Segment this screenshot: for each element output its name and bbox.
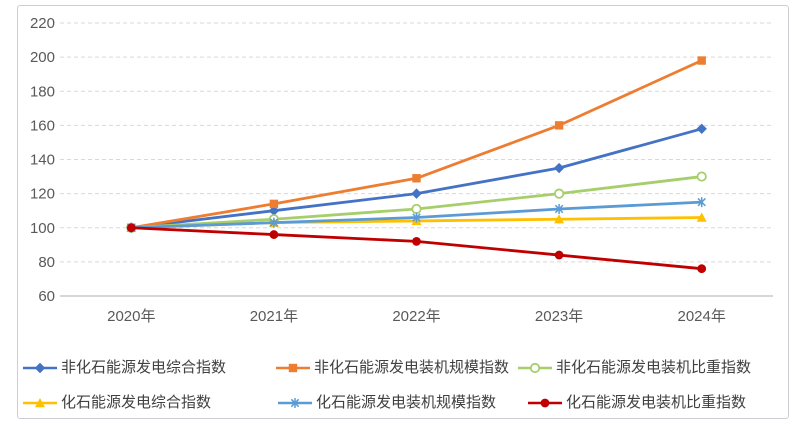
y-tick-label: 160 bbox=[30, 117, 55, 134]
legend-item: 化石能源发电装机比重指数 bbox=[527, 393, 746, 413]
triangle-marker bbox=[35, 398, 45, 408]
legend-marker-icon bbox=[23, 362, 57, 374]
square-marker bbox=[288, 363, 298, 373]
y-tick-label: 200 bbox=[30, 49, 55, 66]
diamond-marker bbox=[411, 188, 422, 199]
legend-item: 化石能源发电综合指数 bbox=[22, 393, 211, 413]
asterisk-marker bbox=[554, 204, 564, 214]
y-tick-label: 60 bbox=[38, 288, 55, 305]
legend-item: 化石能源发电装机规模指数 bbox=[277, 393, 496, 413]
legend-marker-icon bbox=[276, 363, 310, 373]
square-marker bbox=[412, 174, 421, 183]
legend-label: 化石能源发电装机比重指数 bbox=[566, 394, 747, 411]
legend-marker-icon bbox=[278, 398, 312, 408]
y-tick-label: 220 bbox=[30, 15, 55, 32]
x-tick-label: 2023年 bbox=[535, 308, 583, 325]
y-tick-label: 180 bbox=[30, 83, 55, 100]
x-tick-label: 2020年 bbox=[107, 308, 155, 325]
circle-marker bbox=[412, 237, 421, 246]
legend-label: 非化石能源发电装机比重指数 bbox=[556, 359, 752, 376]
legend-item: 非化石能源发电综合指数 bbox=[22, 358, 226, 378]
asterisk-marker bbox=[290, 398, 300, 408]
series-line-5 bbox=[129, 226, 704, 271]
square-marker bbox=[269, 199, 279, 209]
chart-frame bbox=[17, 5, 789, 419]
x-tick-label: 2022年 bbox=[392, 308, 440, 325]
circle-marker bbox=[697, 264, 707, 274]
triangle-marker bbox=[696, 212, 707, 222]
diamond-marker bbox=[34, 362, 46, 374]
y-tick-label: 80 bbox=[38, 254, 55, 271]
circle-marker bbox=[554, 250, 564, 260]
circle-marker bbox=[269, 230, 279, 239]
legend-label: 非化石能源发电综合指数 bbox=[61, 359, 227, 376]
diamond-marker bbox=[268, 205, 280, 216]
series-line-1 bbox=[129, 59, 704, 230]
circle-marker bbox=[540, 398, 550, 408]
asterisk-marker bbox=[697, 197, 706, 207]
x-tick-label: 2021年 bbox=[250, 308, 298, 325]
x-tick-label: 2024年 bbox=[678, 308, 726, 325]
square-marker bbox=[697, 56, 706, 65]
legend-item: 非化石能源发电装机规模指数 bbox=[275, 358, 509, 378]
circle-marker bbox=[126, 223, 136, 233]
circle-open-marker bbox=[529, 362, 541, 374]
y-tick-label: 120 bbox=[30, 186, 55, 203]
diamond-marker bbox=[553, 162, 565, 174]
triangle-marker bbox=[554, 214, 565, 224]
legend-item: 非化石能源发电装机比重指数 bbox=[517, 358, 751, 378]
legend-marker-icon bbox=[528, 398, 562, 408]
y-tick-label: 100 bbox=[30, 220, 55, 237]
asterisk-marker bbox=[269, 218, 279, 227]
legend-label: 化石能源发电综合指数 bbox=[61, 394, 212, 411]
legend-label: 化石能源发电装机规模指数 bbox=[316, 394, 497, 411]
asterisk-marker bbox=[412, 213, 421, 222]
legend-label: 非化石能源发电装机规模指数 bbox=[314, 359, 510, 376]
diamond-marker bbox=[696, 123, 707, 134]
circle-open-marker bbox=[696, 171, 707, 182]
circle-open-marker bbox=[553, 188, 565, 199]
legend-marker-icon bbox=[23, 398, 57, 408]
y-tick-label: 140 bbox=[30, 152, 55, 169]
legend-marker-icon bbox=[518, 362, 552, 374]
square-marker bbox=[554, 121, 564, 130]
circle-open-marker bbox=[411, 203, 422, 215]
